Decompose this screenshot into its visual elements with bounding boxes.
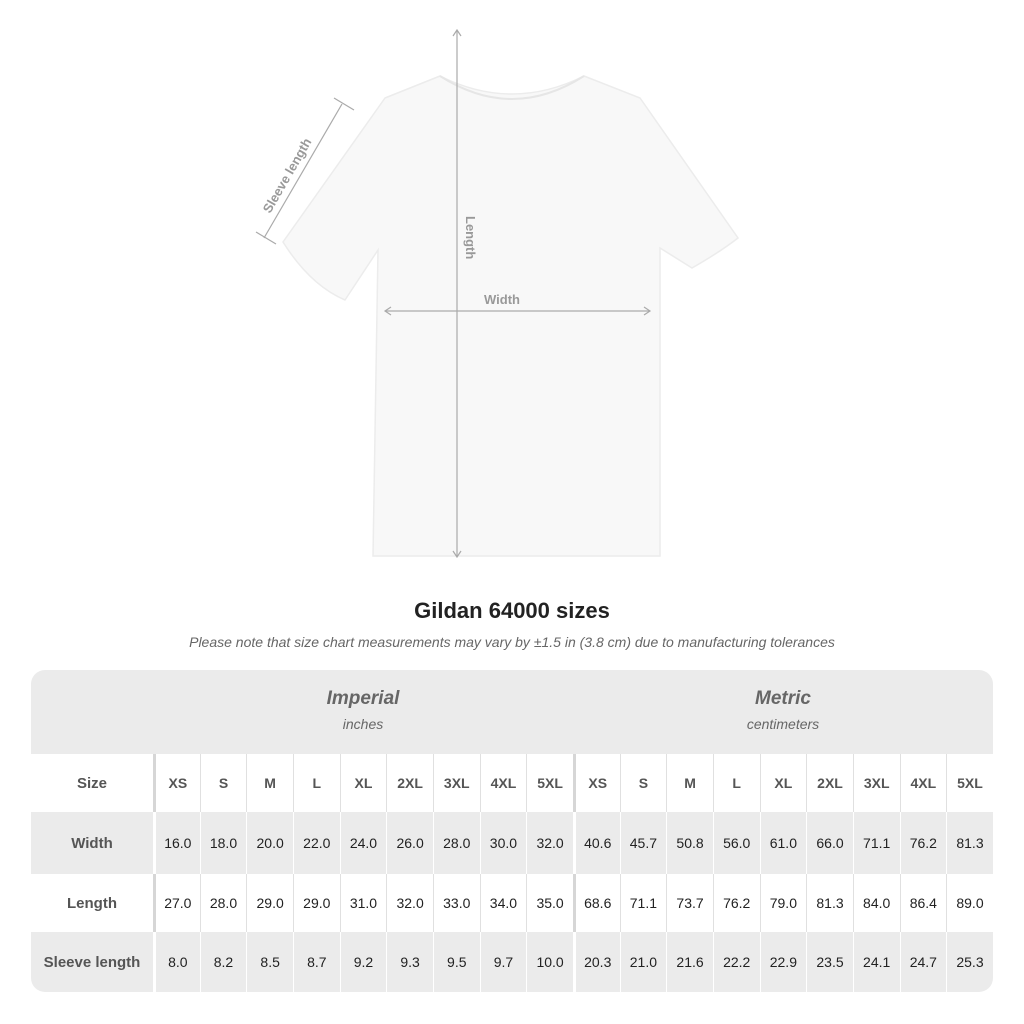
table-cell: 9.3: [386, 932, 433, 992]
table-cell: S: [619, 754, 667, 812]
table-cell: L: [292, 754, 340, 812]
row-label: Sleeve length: [43, 953, 141, 971]
table-cell: 20.0: [246, 812, 293, 874]
table-cell: 61.0: [759, 812, 807, 874]
table-cell: 71.1: [619, 874, 667, 932]
table-cell: XS: [153, 754, 200, 812]
table-cell: 4XL: [899, 754, 947, 812]
table-cell: 84.0: [852, 874, 900, 932]
table-row: Width 16.0 18.0 20.0 22.0 24.0 26.0 28.0 30.0 32.…: [31, 812, 993, 874]
table-cell: 3XL: [852, 754, 900, 812]
table-cell: 35.0: [526, 874, 573, 932]
table-cell: 29.0: [246, 874, 293, 932]
table-cell: 40.6: [572, 812, 620, 874]
row-label: Length: [67, 894, 117, 912]
table-cell: M: [666, 754, 713, 812]
table-cell: 29.0: [292, 874, 340, 932]
table-cell: 30.0: [479, 812, 527, 874]
table-cell: 73.7: [666, 874, 713, 932]
table-cell: 24.0: [339, 812, 387, 874]
table-cell: 79.0: [759, 874, 807, 932]
table-cell: 8.5: [246, 932, 293, 992]
row-label: Size: [76, 774, 107, 792]
table-cell: 50.8: [666, 812, 713, 874]
table-cell: 9.2: [339, 932, 387, 992]
table-cell: 32.0: [526, 812, 573, 874]
metric-header: Metric centimeters: [746, 688, 820, 732]
table-cell: 24.1: [852, 932, 900, 992]
table-cell: M: [246, 754, 293, 812]
table-cell: 9.7: [479, 932, 527, 992]
table-cell: 76.2: [899, 812, 947, 874]
table-cell: S: [199, 754, 247, 812]
table-row: Length 27.0 28.0 29.0 29.0 31.0 32.0 33.0 34.0 35…: [31, 874, 993, 932]
table-cell: 32.0: [386, 874, 433, 932]
length-label: Length: [463, 216, 478, 259]
row-label: Width: [71, 834, 113, 852]
table-cell: 5XL: [946, 754, 993, 812]
table-cell: XL: [339, 754, 387, 812]
sleeve-label: Sleeve length: [260, 135, 315, 215]
page-title: Gildan 64000 sizes: [414, 598, 610, 623]
size-header-row: Size XS S M L XL 2XL 3XL 4XL 5XL XS S M L XL 2XL 3XL 4XL 5…: [31, 754, 993, 812]
size-table: Imperial inches Metric centimeters Size X…: [31, 670, 993, 992]
table-cell: 71.1: [852, 812, 900, 874]
table-cell: 2XL: [806, 754, 853, 812]
table-cell: 56.0: [712, 812, 760, 874]
table-cell: 9.5: [432, 932, 480, 992]
tshirt-diagram: Length Width Sleeve length: [255, 28, 740, 559]
table-cell: 27.0: [153, 874, 200, 932]
table-cell: 81.3: [806, 874, 853, 932]
table-cell: 2XL: [386, 754, 433, 812]
table-cell: XS: [572, 754, 620, 812]
table-cell: 22.9: [759, 932, 807, 992]
table-cell: 86.4: [899, 874, 947, 932]
table-cell: 23.5: [806, 932, 853, 992]
table-cell: 20.3: [572, 932, 620, 992]
table-cell: 10.0: [526, 932, 573, 992]
table-cell: 89.0: [946, 874, 993, 932]
table-cell: 22.0: [292, 812, 340, 874]
table-cell: 33.0: [432, 874, 480, 932]
table-cell: 31.0: [339, 874, 387, 932]
table-cell: 34.0: [479, 874, 527, 932]
table-cell: 24.7: [899, 932, 947, 992]
sleeve-line: [263, 103, 343, 239]
table-cell: 8.2: [199, 932, 247, 992]
tshirt-shape: [282, 75, 740, 557]
table-cell: 76.2: [712, 874, 760, 932]
table-cell: 5XL: [526, 754, 573, 812]
table-cell: 22.2: [712, 932, 760, 992]
table-cell: 8.7: [292, 932, 340, 992]
table-cell: 81.3: [946, 812, 993, 874]
table-cell: XL: [759, 754, 807, 812]
table-cell: L: [712, 754, 760, 812]
table-cell: 3XL: [432, 754, 480, 812]
table-row: Sleeve length 8.0 8.2 8.5 8.7 9.2 9.3 9.5 9.7 10.…: [31, 932, 993, 992]
table-cell: 28.0: [199, 874, 247, 932]
table-cell: 25.3: [946, 932, 993, 992]
width-label: Width: [484, 292, 520, 307]
table-cell: 16.0: [153, 812, 200, 874]
table-cell: 68.6: [572, 874, 620, 932]
table-cell: 66.0: [806, 812, 853, 874]
table-cell: 18.0: [199, 812, 247, 874]
table-cell: 21.6: [666, 932, 713, 992]
imperial-header: Imperial inches: [326, 688, 400, 732]
table-cell: 21.0: [619, 932, 667, 992]
table-cell: 28.0: [432, 812, 480, 874]
table-cell: 8.0: [153, 932, 200, 992]
table-cell: 4XL: [479, 754, 527, 812]
table-cell: 45.7: [619, 812, 667, 874]
table-cell: 26.0: [386, 812, 433, 874]
tolerance-note: Please note that size chart measurements…: [189, 634, 835, 650]
